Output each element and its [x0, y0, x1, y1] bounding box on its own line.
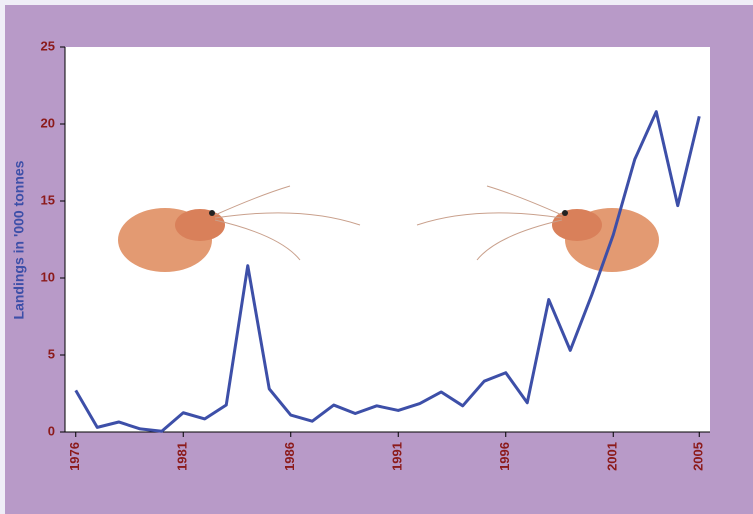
y-tick-label: 15: [41, 192, 55, 207]
x-tick-label: 1991: [390, 442, 405, 471]
y-axis-label: Landings in '000 tonnes: [11, 160, 27, 319]
shrimp-left: [118, 185, 361, 272]
y-tick-label: 25: [41, 38, 55, 53]
line-series: [74, 110, 701, 433]
x-tick-label: 2001: [605, 442, 620, 471]
y-tick-label: 5: [48, 346, 55, 361]
y-tick-label: 10: [41, 269, 55, 284]
x-tick-label: 2005: [691, 442, 706, 471]
x-tick-label: 1996: [497, 442, 512, 471]
x-tick-label: 1981: [175, 442, 190, 471]
y-tick-label: 0: [48, 423, 55, 438]
y-tick-label: 20: [41, 115, 55, 130]
x-tick-label: 1986: [282, 442, 297, 471]
x-tick-label: 1976: [67, 442, 82, 471]
